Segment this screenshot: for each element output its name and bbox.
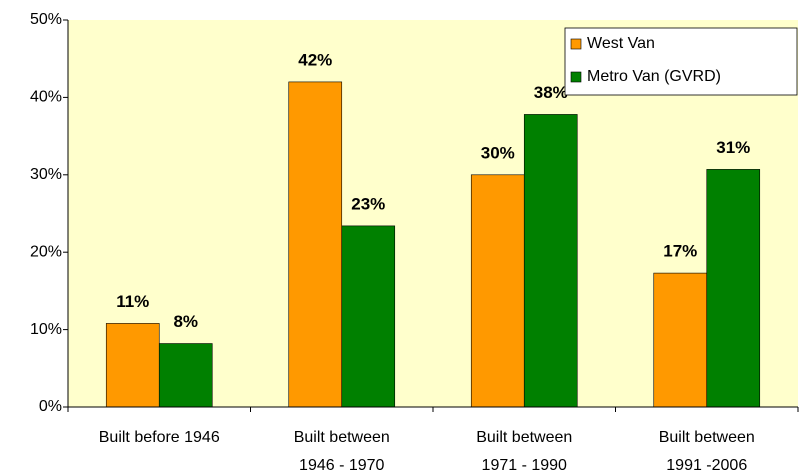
x-tick-label: Built before 1946: [99, 429, 220, 446]
bar: [341, 225, 396, 408]
bar: [706, 169, 761, 408]
value-label: 31%: [716, 138, 750, 157]
y-tick-label: 0%: [39, 398, 62, 415]
bar: [158, 343, 213, 408]
y-tick-label: 40%: [30, 89, 62, 106]
y-tick-label: 10%: [30, 321, 62, 338]
x-tick-label-line: 1946 - 1970: [299, 457, 385, 474]
x-tick-label-line: Built between: [294, 429, 390, 446]
bar: [288, 81, 343, 408]
value-label: 17%: [663, 242, 697, 261]
y-tick-label: 50%: [30, 11, 62, 28]
y-tick-label: 30%: [30, 166, 62, 183]
x-tick-label-line: Built between: [659, 429, 755, 446]
legend-swatch: [570, 38, 582, 50]
x-tick-label-line: Built between: [476, 429, 572, 446]
value-label: 23%: [351, 194, 385, 213]
value-label: 42%: [298, 50, 332, 69]
bar: [653, 272, 708, 408]
value-label: 8%: [173, 312, 198, 331]
x-tick-label-line: 1971 - 1990: [482, 457, 568, 474]
value-label: 30%: [481, 143, 515, 162]
y-tick-label: 20%: [30, 243, 62, 260]
x-tick-label-line: Built before 1946: [99, 429, 220, 446]
bar: [105, 323, 160, 408]
x-tick-label-line: 1991 -2006: [666, 457, 747, 474]
legend: [564, 27, 798, 96]
legend-label: Metro Van (GVRD): [587, 68, 721, 85]
bar: [470, 174, 525, 408]
legend-swatch: [570, 71, 582, 83]
x-tick-label: Built between 1971 - 1990: [476, 429, 572, 474]
bar: [523, 114, 578, 408]
value-label: 38%: [534, 83, 568, 102]
legend-label: West Van: [587, 35, 655, 52]
x-tick-label: Built between 1946 - 1970: [294, 429, 390, 474]
value-label: 11%: [116, 292, 149, 311]
x-tick-label: Built between 1991 -2006: [659, 429, 755, 474]
